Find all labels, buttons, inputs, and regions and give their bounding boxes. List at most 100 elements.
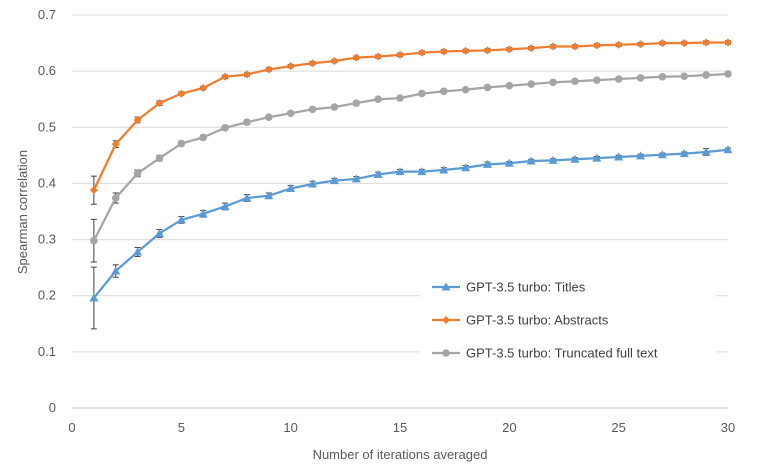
data-point-full-text: [680, 72, 689, 80]
data-point-abstracts: [483, 46, 492, 55]
data-point-abstracts: [133, 115, 142, 124]
x-tick-label: 0: [68, 420, 75, 435]
data-point-titles: [242, 193, 252, 202]
data-point-abstracts: [527, 44, 536, 53]
data-point-abstracts: [570, 42, 579, 51]
legend: GPT-3.5 turbo: Titles GPT-3.5 turbo: Abst…: [420, 268, 716, 372]
data-point-full-text: [308, 105, 317, 114]
data-point-full-text: [439, 87, 448, 96]
series-titles: [89, 145, 733, 330]
x-tick-label: 5: [178, 420, 185, 435]
data-point-full-text: [505, 81, 514, 90]
data-point-abstracts: [221, 72, 230, 81]
data-point-abstracts: [89, 186, 98, 195]
data-point-full-text: [133, 169, 142, 178]
data-point-full-text: [614, 75, 623, 83]
x-axis-title: Number of iterations averaged: [313, 447, 488, 462]
data-point-full-text: [527, 80, 535, 88]
data-point-titles: [461, 163, 471, 172]
y-tick-label: 0.6: [38, 63, 56, 78]
data-point-titles: [329, 176, 339, 185]
data-point-abstracts: [592, 41, 601, 50]
data-point-abstracts: [505, 45, 514, 54]
y-tick-label: 0.3: [38, 232, 56, 247]
legend-swatch-marker: [442, 349, 450, 357]
x-tick-label: 15: [393, 420, 407, 435]
data-point-titles: [264, 191, 274, 200]
data-point-full-text: [221, 124, 229, 132]
legend-swatch-marker: [442, 316, 450, 324]
data-point-full-text: [155, 154, 164, 162]
data-point-abstracts: [199, 83, 208, 92]
data-point-titles: [570, 154, 580, 163]
data-point-abstracts: [636, 40, 645, 49]
data-point-titles: [373, 169, 383, 178]
legend-item-abstracts: GPT-3.5 turbo: Abstracts: [432, 313, 609, 328]
data-point-full-text: [243, 118, 251, 127]
data-point-full-text: [418, 89, 426, 98]
y-axis-title: Spearman correlation: [15, 150, 30, 274]
data-point-full-text: [352, 99, 361, 107]
legend-label: GPT-3.5 turbo: Truncated full text: [466, 346, 658, 361]
data-point-full-text: [461, 85, 470, 94]
data-point-titles: [592, 153, 602, 162]
data-point-titles: [111, 266, 121, 275]
data-point-abstracts: [111, 140, 120, 149]
data-point-titles: [308, 179, 318, 188]
data-point-full-text: [483, 83, 492, 92]
data-point-titles: [679, 149, 689, 158]
series-abstracts: [89, 38, 732, 205]
x-tick-label: 25: [611, 420, 625, 435]
data-point-abstracts: [374, 52, 383, 61]
data-point-abstracts: [549, 42, 558, 51]
data-point-titles: [548, 155, 558, 164]
data-point-abstracts: [439, 47, 448, 56]
series-group: [89, 38, 733, 330]
x-tick-label: 10: [283, 420, 297, 435]
data-point-abstracts: [286, 62, 295, 71]
data-point-abstracts: [417, 48, 426, 57]
gridlines: [72, 14, 728, 353]
legend-item-full-text: GPT-3.5 turbo: Truncated full text: [432, 346, 658, 361]
legend-label: GPT-3.5 turbo: Abstracts: [466, 313, 609, 328]
y-tick-label: 0.5: [38, 119, 56, 134]
data-point-titles: [657, 150, 667, 159]
data-point-titles: [395, 167, 405, 176]
axes: 0 0.1 0.2 0.3 0.4 0.5 0.6 0.7 0 5 10 15 20 25 30: [38, 7, 735, 435]
data-point-titles: [154, 228, 164, 237]
data-point-full-text: [330, 103, 339, 111]
legend-background: [420, 268, 716, 372]
data-point-abstracts: [308, 59, 317, 68]
data-point-full-text: [658, 72, 667, 81]
data-point-full-text: [593, 76, 601, 84]
data-point-titles: [526, 156, 536, 165]
data-point-titles: [614, 152, 624, 161]
data-point-titles: [701, 147, 711, 156]
series-line-titles: [92, 148, 729, 299]
data-point-titles: [176, 215, 186, 224]
data-point-abstracts: [680, 39, 689, 48]
data-point-full-text: [177, 139, 186, 148]
x-tick-label: 30: [721, 420, 735, 435]
data-point-full-text: [702, 71, 710, 79]
data-point-full-text: [265, 113, 273, 121]
data-point-full-text: [90, 236, 98, 245]
legend-label: GPT-3.5 turbo: Titles: [466, 280, 586, 295]
data-point-titles: [198, 209, 208, 218]
data-point-titles: [482, 159, 492, 168]
data-point-abstracts: [614, 40, 623, 49]
data-point-titles: [351, 174, 361, 183]
data-point-abstracts: [264, 65, 273, 74]
data-point-titles: [220, 201, 230, 210]
data-point-full-text: [549, 78, 557, 87]
y-tick-label: 0.1: [38, 344, 56, 359]
y-tick-label: 0.7: [38, 7, 56, 22]
data-point-titles: [723, 145, 733, 154]
data-point-abstracts: [330, 57, 339, 66]
data-point-titles: [286, 183, 296, 192]
data-point-full-text: [199, 133, 207, 142]
legend-swatch-marker: [441, 282, 451, 291]
data-point-abstracts: [702, 38, 711, 47]
data-point-abstracts: [155, 99, 164, 108]
